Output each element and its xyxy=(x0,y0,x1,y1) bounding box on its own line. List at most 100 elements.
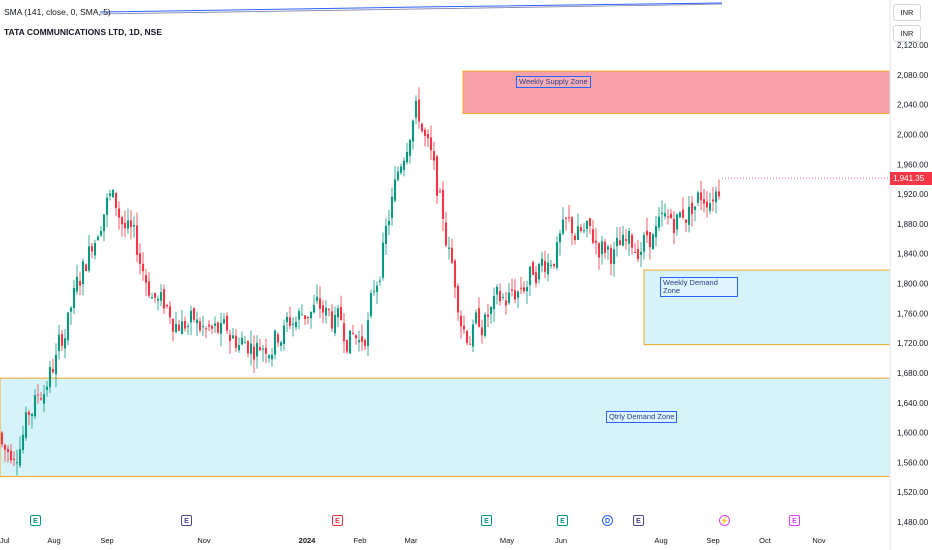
weekly-demand-zone[interactable] xyxy=(643,269,891,346)
sma-indicator-label[interactable]: SMA (141, close, 0, SMA, 5) xyxy=(4,7,111,17)
candle-body xyxy=(651,234,655,250)
candle-body xyxy=(465,331,469,343)
candle-body xyxy=(345,339,349,352)
candle-body xyxy=(429,137,433,151)
candle-body xyxy=(612,249,616,264)
candle-body xyxy=(249,343,253,354)
event-marker[interactable]: E xyxy=(557,515,568,526)
candle-body xyxy=(369,293,373,317)
candle-body xyxy=(405,151,409,163)
candle-body xyxy=(546,262,550,275)
candle-body xyxy=(540,258,544,266)
candle-body xyxy=(588,218,592,226)
currency-unit-top[interactable]: INR xyxy=(893,4,921,21)
candle-body xyxy=(408,139,412,156)
candle-body xyxy=(66,312,70,341)
candle-body xyxy=(552,263,556,266)
weekly-supply-zone[interactable] xyxy=(462,70,891,115)
event-marker[interactable]: E xyxy=(30,515,41,526)
symbol-title[interactable]: TATA COMMUNICATIONS LTD, 1D, NSE xyxy=(4,27,163,37)
candle-body xyxy=(261,348,265,350)
candle-body xyxy=(123,222,127,229)
candle-body xyxy=(717,191,721,197)
candle-body xyxy=(579,227,583,231)
candle-body xyxy=(378,280,382,282)
candle-body xyxy=(192,308,196,320)
candle-body xyxy=(291,323,295,325)
candle-body xyxy=(177,324,181,331)
candle-body xyxy=(174,324,178,333)
y-tick-label: 1,760.00 xyxy=(897,309,929,318)
candle-body xyxy=(684,219,688,223)
candle-body xyxy=(501,297,505,299)
event-marker[interactable]: ⚡ xyxy=(719,515,730,526)
event-marker[interactable]: E xyxy=(332,515,343,526)
currency-unit-main[interactable]: INR xyxy=(893,25,921,42)
candle-body xyxy=(537,263,541,280)
x-tick-label: Sep xyxy=(706,536,719,545)
candle-body xyxy=(471,324,475,347)
candle-body xyxy=(0,432,4,445)
candle-body xyxy=(117,208,121,218)
candle-body xyxy=(699,192,703,201)
candle-body xyxy=(186,325,190,327)
event-marker[interactable]: E xyxy=(181,515,192,526)
candle-body xyxy=(132,224,136,227)
candle-body xyxy=(366,320,370,346)
event-marker[interactable]: E xyxy=(789,515,800,526)
candle-body xyxy=(195,319,199,324)
candle-body xyxy=(150,297,154,299)
candle-body xyxy=(690,202,694,215)
candle-body xyxy=(321,305,325,313)
candle-body xyxy=(390,196,394,218)
y-tick-label: 1,680.00 xyxy=(897,369,929,378)
candle-body xyxy=(510,289,514,291)
candle-body xyxy=(666,216,670,218)
candle-body xyxy=(687,206,691,225)
candle-body xyxy=(555,242,559,268)
candle-body xyxy=(294,322,298,328)
event-marker[interactable]: E xyxy=(633,515,644,526)
candle-body xyxy=(594,240,598,243)
candle-body xyxy=(435,156,439,196)
event-marker[interactable]: E xyxy=(481,515,492,526)
candle-body xyxy=(384,225,388,245)
candle-body xyxy=(381,242,385,278)
sma-line-2 xyxy=(99,3,723,15)
candle-body xyxy=(39,398,43,400)
price-axis[interactable]: 1,480.00 1,520.00 1,560.00 1,600.00 1,640.00… xyxy=(897,41,929,527)
candle-body xyxy=(96,236,100,241)
candle-body xyxy=(327,309,331,311)
event-marker[interactable]: D xyxy=(602,515,613,526)
y-tick-label: 1,800.00 xyxy=(897,280,929,289)
candle-body xyxy=(504,300,508,306)
candle-body xyxy=(306,316,310,318)
x-tick-label: Jul xyxy=(0,536,10,545)
qtrly-demand-zone[interactable] xyxy=(0,377,891,478)
candle-body xyxy=(516,291,520,298)
candle-body xyxy=(213,323,217,326)
candle-body xyxy=(414,100,418,118)
candle-body xyxy=(360,336,364,342)
candle-body xyxy=(387,220,391,226)
candle-body xyxy=(357,340,361,343)
candle-body xyxy=(450,247,454,263)
y-tick-label: 1,560.00 xyxy=(897,458,929,467)
candle-body xyxy=(90,246,94,252)
candle-body xyxy=(153,293,157,298)
candle-body xyxy=(279,342,283,346)
candle-body xyxy=(528,266,532,285)
y-tick-label: 1,640.00 xyxy=(897,399,929,408)
candle-body xyxy=(534,272,538,284)
time-axis[interactable]: Jul Aug Sep Nov 2024 Feb Mar May Jun Aug Sep Oct Nov xyxy=(0,536,826,545)
candle-body xyxy=(99,231,103,236)
candle-body xyxy=(111,189,115,198)
x-tick-label: Oct xyxy=(759,536,772,545)
candle-body xyxy=(714,191,718,203)
candle-body xyxy=(507,292,511,303)
candle-body xyxy=(447,247,451,249)
candle-body xyxy=(648,232,652,248)
candle-body xyxy=(678,212,682,218)
candle-body xyxy=(393,179,397,201)
